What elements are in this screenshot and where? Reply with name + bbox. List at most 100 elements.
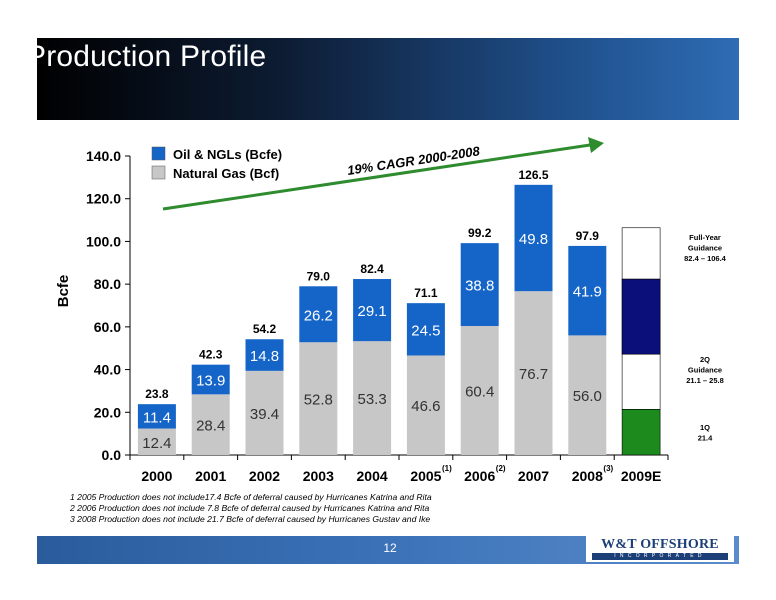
total-value-label: 42.3 xyxy=(199,348,223,362)
x-tick-label: 2000 xyxy=(141,468,172,484)
bar-oil-ngls xyxy=(299,286,338,343)
footnote-3: 3 2008 Production does not include 21.7 … xyxy=(70,514,431,524)
bar-natural-gas xyxy=(514,291,553,455)
y-tick-label: 20.0 xyxy=(94,404,121,420)
y-tick-label: 40.0 xyxy=(94,362,121,378)
page-number: 12 xyxy=(383,541,397,555)
oil-value-label: 29.1 xyxy=(357,303,386,320)
guidance-1q-bar xyxy=(621,408,661,456)
oil-value-label: 11.4 xyxy=(143,409,171,426)
bar-oil-ngls xyxy=(137,404,176,429)
y-tick-label: 60.0 xyxy=(94,319,121,335)
category-footnote-marker: (2) xyxy=(496,464,506,473)
chart-legend: Oil & NGLs (Bcfe) Natural Gas (Bcf) xyxy=(151,146,282,181)
y-tick-label: 120.0 xyxy=(86,191,121,207)
page-title: Production Profile xyxy=(26,40,267,73)
footnotes: 1 2005 Production does not include17.4 B… xyxy=(70,492,510,525)
total-value-label: 79.0 xyxy=(307,269,331,283)
total-value-label: 71.1 xyxy=(414,286,438,300)
guidance-2q-range xyxy=(621,353,661,410)
bar-oil-ngls xyxy=(353,279,392,342)
gas-value-label: 53.3 xyxy=(357,391,386,408)
total-value-label: 82.4 xyxy=(360,262,384,276)
bar-oil-ngls xyxy=(568,245,607,336)
company-logo: W&T OFFSHORE INCORPORATED xyxy=(586,536,734,562)
bar-natural-gas xyxy=(353,341,392,455)
legend-label-gas: Natural Gas (Bcf) xyxy=(173,166,279,181)
total-value-label: 99.2 xyxy=(468,226,492,240)
gas-value-label: 76.7 xyxy=(519,366,548,383)
bar-natural-gas xyxy=(191,394,230,455)
chart-axes: 0.0 20.0 40.0 60.0 80.0 100.0 120.0 140.0 Bcfe xyxy=(55,148,669,463)
total-value-label: 126.5 xyxy=(518,168,548,182)
guidance-full-year-label: Full-Year xyxy=(689,233,721,242)
guidance-2q-label: Guidance xyxy=(688,366,722,375)
oil-value-label: 13.9 xyxy=(196,373,225,390)
oil-value-label: 49.8 xyxy=(519,231,548,248)
x-tick-label: 2008 xyxy=(572,468,603,484)
footnote-1: 1 2005 Production does not include17.4 B… xyxy=(70,492,432,502)
x-tick-label: 2001 xyxy=(195,468,226,484)
y-tick-label: 80.0 xyxy=(94,276,121,292)
bar-natural-gas xyxy=(137,428,176,455)
gas-value-label: 28.4 xyxy=(196,418,225,435)
oil-value-label: 26.2 xyxy=(304,307,333,324)
guidance-full-year-label: 82.4 – 106.4 xyxy=(684,254,727,263)
total-value-label: 97.9 xyxy=(576,229,600,243)
gas-value-label: 46.6 xyxy=(411,398,440,415)
legend-label-oil: Oil & NGLs (Bcfe) xyxy=(173,147,282,162)
guidance-2q-label: 21.1 – 25.8 xyxy=(686,376,724,385)
gas-value-label: 12.4 xyxy=(142,435,171,452)
oil-value-label: 24.5 xyxy=(411,322,440,339)
bar-oil-ngls xyxy=(514,184,553,292)
guidance-2q-label: 2Q xyxy=(700,355,710,364)
oil-value-label: 38.8 xyxy=(465,278,494,295)
logo-text: W&T OFFSHORE xyxy=(601,537,719,552)
oil-value-label: 14.8 xyxy=(250,348,279,365)
guidance-1q-label: 21.4 xyxy=(698,434,713,443)
x-tick-label: 2006 xyxy=(464,468,495,484)
y-axis-label: Bcfe xyxy=(55,275,72,308)
oil-value-label: 41.9 xyxy=(573,284,602,301)
bar-natural-gas xyxy=(245,370,284,455)
y-tick-label: 100.0 xyxy=(86,233,121,249)
x-tick-label: 2009E xyxy=(621,468,661,484)
bar-natural-gas xyxy=(406,355,445,455)
bar-oil-ngls xyxy=(406,303,445,356)
x-tick-label: 2004 xyxy=(357,468,388,484)
gas-value-label: 39.4 xyxy=(250,406,279,423)
legend-swatch-gas xyxy=(151,165,166,180)
bar-natural-gas xyxy=(299,342,338,455)
y-tick-label: 140.0 xyxy=(86,148,121,164)
x-tick-label: 2002 xyxy=(249,468,280,484)
title-bar xyxy=(37,38,739,120)
guidance-full-year-range xyxy=(621,227,661,280)
bar-oil-ngls xyxy=(245,339,284,371)
x-tick-label: 2005 xyxy=(410,468,441,484)
x-tick-label: 2003 xyxy=(303,468,334,484)
cagr-arrow-head xyxy=(588,137,604,153)
chart-labels: 2000 2001 2002 2003 2004 2005 (1) 2006 (2) 2007 20… xyxy=(141,168,661,484)
y-tick-label: 0.0 xyxy=(102,447,122,463)
gas-value-label: 56.0 xyxy=(573,388,602,405)
chart-bars xyxy=(137,184,607,455)
category-footnote-marker: (3) xyxy=(603,464,613,473)
bar-natural-gas xyxy=(568,335,607,455)
logo-subtext: INCORPORATED xyxy=(592,553,728,560)
guidance-full-year-label: Guidance xyxy=(688,244,722,253)
total-value-label: 23.8 xyxy=(145,387,169,401)
category-footnote-marker: (1) xyxy=(442,464,452,473)
bar-oil-ngls xyxy=(191,364,230,395)
bar-oil-ngls xyxy=(460,243,499,327)
guidance-1q-label: 1Q xyxy=(700,423,710,432)
total-value-label: 54.2 xyxy=(253,322,277,336)
gas-value-label: 52.8 xyxy=(304,392,333,409)
x-tick-label: 2007 xyxy=(518,468,549,484)
cagr-arrow-line xyxy=(162,143,591,211)
gas-value-label: 60.4 xyxy=(465,384,494,401)
legend-swatch-oil xyxy=(151,146,166,161)
guidance-2q-bar xyxy=(621,278,661,355)
footnote-2: 2 2006 Production does not include 7.8 B… xyxy=(70,503,430,513)
